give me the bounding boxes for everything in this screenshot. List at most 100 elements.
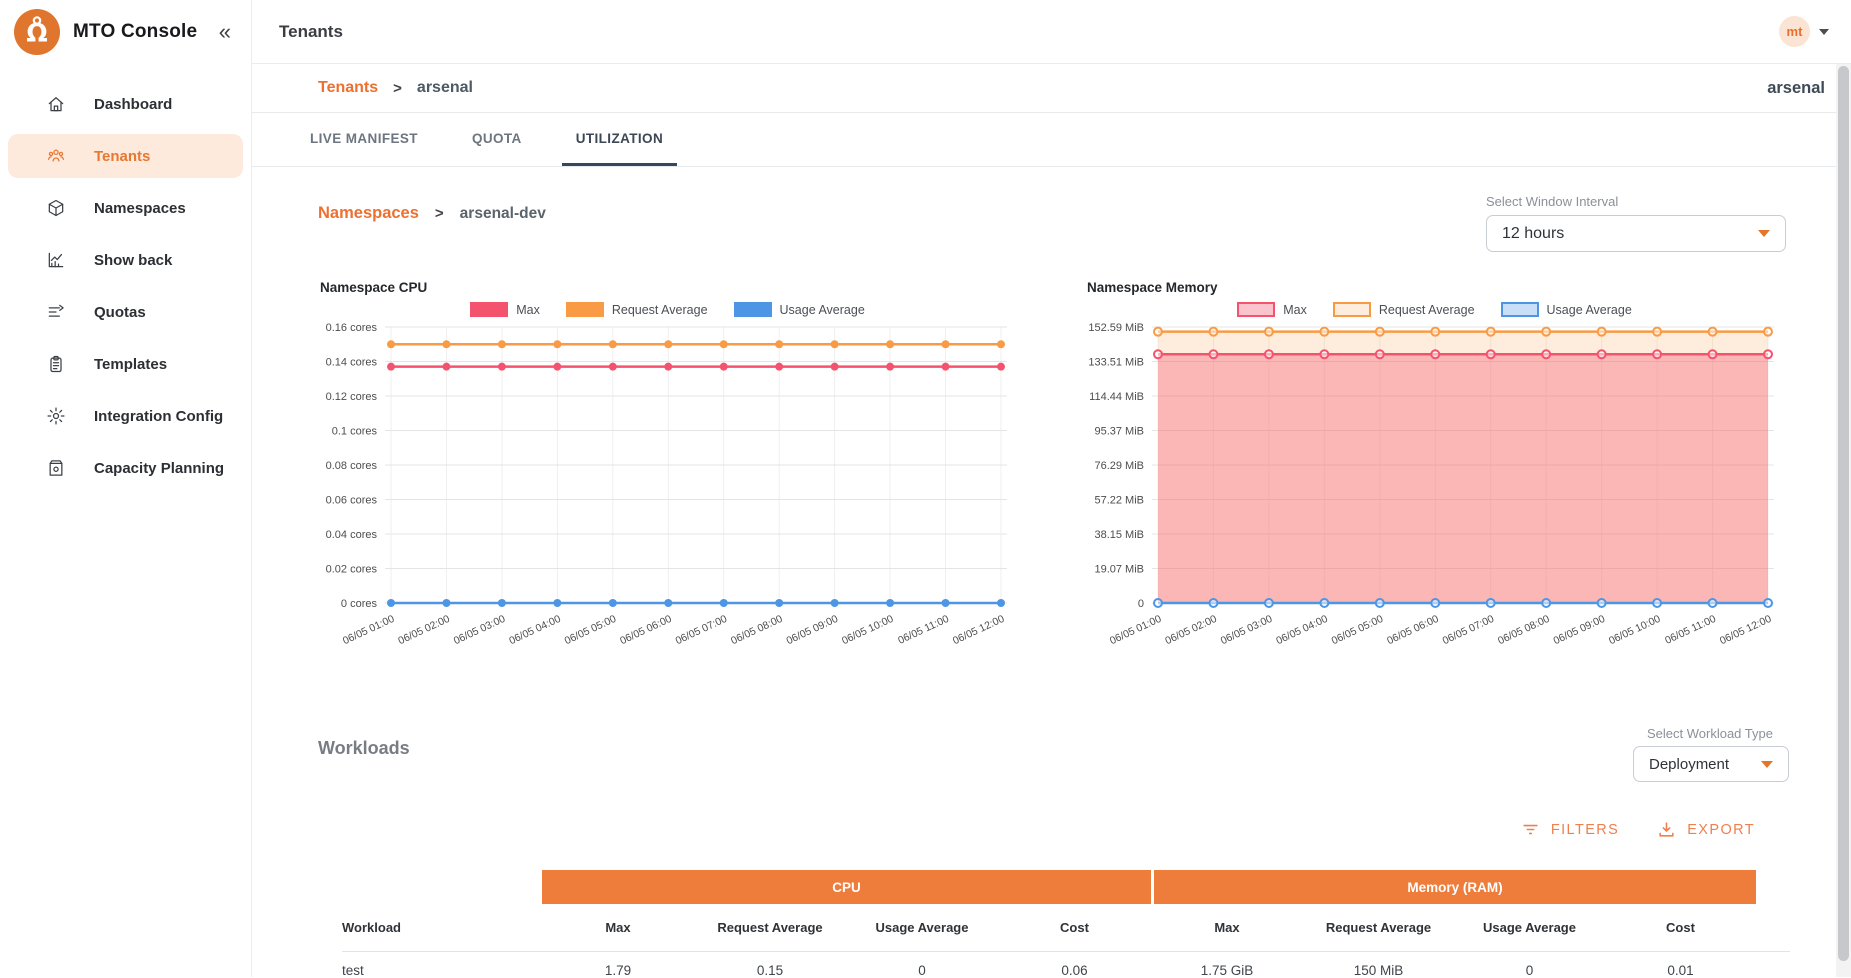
sidebar-item-label: Templates bbox=[94, 355, 168, 373]
svg-text:06/05 02:00: 06/05 02:00 bbox=[1163, 613, 1218, 647]
svg-text:152.59 MiB: 152.59 MiB bbox=[1088, 322, 1144, 334]
tenants-icon bbox=[46, 146, 66, 166]
legend-swatch bbox=[565, 302, 604, 317]
svg-text:06/05 02:00: 06/05 02:00 bbox=[396, 613, 451, 647]
workload-type-label: Select Workload Type bbox=[1647, 726, 1773, 741]
tab-utilization[interactable]: UTILIZATION bbox=[561, 113, 678, 166]
svg-text:06/05 09:00: 06/05 09:00 bbox=[1552, 613, 1607, 647]
svg-text:0.12 cores: 0.12 cores bbox=[326, 391, 378, 403]
sidebar-item-quotas[interactable]: Quotas bbox=[8, 290, 243, 334]
breadcrumb-current: arsenal bbox=[416, 79, 473, 96]
home-icon bbox=[46, 94, 66, 114]
legend-usage-average[interactable]: Usage Average bbox=[733, 302, 865, 317]
sidebar-item-dashboard[interactable]: Dashboard bbox=[8, 82, 243, 126]
svg-text:95.37 MiB: 95.37 MiB bbox=[1094, 426, 1144, 438]
table-cell: 0.06 bbox=[1061, 963, 1088, 978]
export-button-label: EXPORT bbox=[1687, 821, 1755, 838]
chart-legend: Max Request Average Usage Average bbox=[1086, 302, 1783, 317]
sidebar-item-show-back[interactable]: Show back bbox=[8, 238, 243, 282]
memory-chart-plot: 152.59 MiB 133.51 MiB 114.44 MiB 95.37 MiB 7… bbox=[1088, 322, 1774, 647]
svg-text:57.22 MiB: 57.22 MiB bbox=[1094, 495, 1144, 507]
column-header-usage-average: Usage Average bbox=[875, 920, 969, 935]
svg-text:06/05 10:00: 06/05 10:00 bbox=[840, 613, 895, 647]
legend-swatch bbox=[1500, 302, 1539, 317]
svg-text:0.1 cores: 0.1 cores bbox=[332, 426, 378, 438]
legend-usage-average[interactable]: Usage Average bbox=[1500, 302, 1632, 317]
sidebar-item-label: Tenants bbox=[94, 147, 151, 165]
table-cell: 0 bbox=[1525, 963, 1534, 978]
svg-text:06/05 06:00: 06/05 06:00 bbox=[618, 613, 673, 647]
svg-text:0.08 cores: 0.08 cores bbox=[326, 460, 378, 472]
topbar: Tenants mt bbox=[252, 0, 1851, 64]
svg-text:06/05 07:00: 06/05 07:00 bbox=[1441, 613, 1496, 647]
window-interval-label: Select Window Interval bbox=[1486, 194, 1619, 209]
workload-type-field: Select Workload Type Deployment bbox=[1633, 726, 1789, 782]
breadcrumb-tenants-link[interactable]: Tenants bbox=[318, 79, 379, 96]
svg-text:06/05 03:00: 06/05 03:00 bbox=[1219, 613, 1274, 647]
svg-text:06/05 05:00: 06/05 05:00 bbox=[563, 613, 618, 647]
sidebar-item-label: Quotas bbox=[94, 303, 146, 321]
quota-icon bbox=[46, 302, 66, 322]
window-interval-value: 12 hours bbox=[1502, 224, 1565, 242]
sidebar-item-tenants[interactable]: Tenants bbox=[8, 134, 243, 178]
sidebar-item-label: Capacity Planning bbox=[94, 459, 225, 477]
svg-text:06/05 08:00: 06/05 08:00 bbox=[1496, 613, 1551, 647]
svg-text:06/05 03:00: 06/05 03:00 bbox=[452, 613, 507, 647]
breadcrumb-namespaces-link[interactable]: Namespaces bbox=[318, 204, 419, 222]
svg-text:06/05 11:00: 06/05 11:00 bbox=[1663, 613, 1718, 647]
svg-text:0.16 cores: 0.16 cores bbox=[326, 322, 378, 334]
chevron-right-icon: > bbox=[434, 205, 444, 222]
legend-swatch bbox=[470, 302, 509, 317]
legend-swatch bbox=[1237, 302, 1276, 317]
legend-label: Usage Average bbox=[779, 302, 865, 317]
table-group-header-row: CPU Memory (RAM) bbox=[342, 870, 1790, 904]
svg-text:06/05 01:00: 06/05 01:00 bbox=[1108, 613, 1163, 647]
sidebar-item-templates[interactable]: Templates bbox=[8, 342, 243, 386]
user-menu[interactable]: mt bbox=[1779, 16, 1829, 47]
tab-live-manifest[interactable]: LIVE MANIFEST bbox=[310, 130, 418, 146]
legend-swatch bbox=[1332, 302, 1371, 317]
filters-button[interactable]: FILTERS bbox=[1521, 820, 1619, 839]
sidebar: Ω MTO Console « Dashboard Tenants Namespac… bbox=[0, 0, 252, 977]
workload-type-select[interactable]: Deployment bbox=[1633, 746, 1789, 782]
table-header-row: Workload Max Request Average Usage Average C… bbox=[342, 904, 1790, 952]
filter-icon bbox=[1523, 824, 1538, 835]
svg-text:06/05 12:00: 06/05 12:00 bbox=[1718, 613, 1773, 647]
svg-text:19.07 MiB: 19.07 MiB bbox=[1094, 564, 1144, 576]
table-actions: FILTERS EXPORT bbox=[1521, 820, 1755, 839]
sidebar-header: Ω MTO Console « bbox=[0, 0, 251, 64]
svg-text:06/05 12:00: 06/05 12:00 bbox=[951, 613, 1006, 647]
filters-button-label: FILTERS bbox=[1550, 821, 1620, 838]
svg-text:06/05 08:00: 06/05 08:00 bbox=[729, 613, 784, 647]
legend-request-average[interactable]: Request Average bbox=[1332, 302, 1475, 317]
tab-quota[interactable]: QUOTA bbox=[471, 130, 522, 146]
export-button[interactable]: EXPORT bbox=[1657, 820, 1755, 839]
page-scrollbar[interactable] bbox=[1836, 64, 1851, 977]
svg-text:06/05 10:00: 06/05 10:00 bbox=[1607, 613, 1662, 647]
column-header-workload: Workload bbox=[342, 920, 401, 935]
legend-max[interactable]: Max bbox=[470, 302, 540, 317]
cpu-chart-plot: 0.16 cores 0.14 cores 0.12 cores 0.1 cores 0… bbox=[326, 322, 1007, 647]
sidebar-item-integration-config[interactable]: Integration Config bbox=[8, 394, 243, 438]
dropdown-caret-icon bbox=[1758, 230, 1770, 237]
namespace-memory-chart: Namespace Memory Max Request Average Usage… bbox=[1086, 280, 1783, 660]
chart-title: Namespace Memory bbox=[1087, 280, 1218, 295]
chart-legend: Max Request Average Usage Average bbox=[319, 302, 1016, 317]
legend-label: Max bbox=[1283, 302, 1307, 317]
workloads-heading: Workloads bbox=[318, 738, 410, 758]
table-cell: 1.79 bbox=[604, 963, 632, 978]
sidebar-item-capacity-planning[interactable]: Capacity Planning bbox=[8, 446, 243, 490]
sidebar-collapse-icon[interactable]: « bbox=[218, 19, 231, 44]
workloads-table: CPU Memory (RAM) Workload Max Request Averag… bbox=[342, 870, 1790, 978]
download-icon bbox=[1659, 822, 1674, 837]
scrollbar-thumb[interactable] bbox=[1838, 66, 1849, 961]
avatar[interactable]: mt bbox=[1779, 16, 1810, 47]
gear-icon bbox=[46, 406, 66, 426]
page-title: Tenants bbox=[279, 21, 343, 41]
sidebar-item-namespaces[interactable]: Namespaces bbox=[8, 186, 243, 230]
column-header-usage-average: Usage Average bbox=[1483, 920, 1576, 935]
namespace-cpu-chart: Namespace CPU Max Request Average Usage Av… bbox=[319, 280, 1016, 660]
legend-request-average[interactable]: Request Average bbox=[565, 302, 708, 317]
window-interval-select[interactable]: 12 hours bbox=[1486, 215, 1786, 252]
legend-max[interactable]: Max bbox=[1237, 302, 1307, 317]
